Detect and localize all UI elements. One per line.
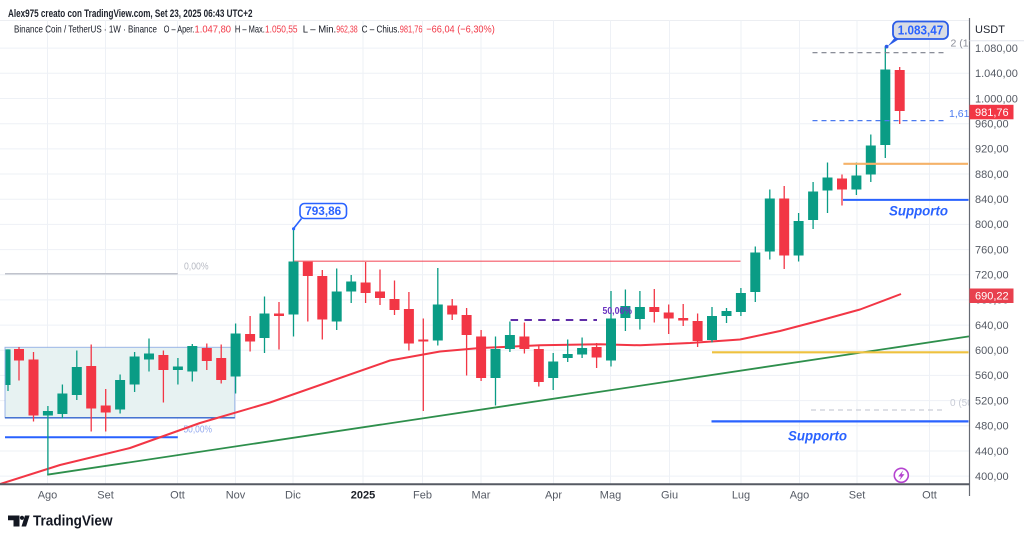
- svg-text:962,38: 962,38: [336, 24, 358, 36]
- svg-text:640,00: 640,00: [975, 320, 1009, 332]
- svg-text:760,00: 760,00: [975, 244, 1009, 256]
- svg-text:440,00: 440,00: [975, 446, 1009, 458]
- svg-text:400,00: 400,00: [975, 471, 1009, 483]
- svg-text:800,00: 800,00: [975, 219, 1009, 231]
- svg-text:Dic: Dic: [285, 490, 301, 502]
- svg-text:1.050,55: 1.050,55: [265, 24, 298, 36]
- svg-text:Apr: Apr: [545, 490, 562, 502]
- svg-text:2025: 2025: [351, 490, 375, 502]
- svg-text:50,00%: 50,00%: [184, 424, 213, 435]
- svg-text:Mag: Mag: [600, 490, 621, 502]
- svg-text:960,00: 960,00: [975, 119, 1009, 131]
- svg-text:1,618: 1,618: [949, 108, 975, 120]
- svg-text:Lug: Lug: [732, 490, 750, 502]
- svg-text:Feb: Feb: [413, 490, 432, 502]
- svg-text:840,00: 840,00: [975, 194, 1009, 206]
- svg-text:Mar: Mar: [472, 490, 491, 502]
- svg-text:793,86: 793,86: [305, 204, 341, 218]
- svg-text:TradingView: TradingView: [33, 513, 113, 530]
- svg-text:H – Max.: H – Max.: [235, 24, 265, 36]
- svg-text:Set: Set: [849, 490, 866, 502]
- svg-text:−66,04 (−6,30%): −66,04 (−6,30%): [426, 24, 495, 36]
- svg-text:600,00: 600,00: [975, 345, 1009, 357]
- svg-text:Giu: Giu: [661, 490, 678, 502]
- svg-text:0 (50: 0 (50: [950, 398, 973, 409]
- svg-text:0,00%: 0,00%: [184, 261, 209, 272]
- svg-text:1.083,47: 1.083,47: [898, 24, 944, 38]
- svg-text:Ott: Ott: [922, 490, 937, 502]
- svg-text:720,00: 720,00: [975, 270, 1009, 282]
- svg-text:50,00%: 50,00%: [603, 305, 633, 317]
- svg-text:1.047,80: 1.047,80: [195, 24, 232, 36]
- svg-text:L – Min.: L – Min.: [303, 24, 337, 36]
- svg-text:USDT: USDT: [975, 24, 1005, 36]
- svg-text:Alex975 creato con TradingView: Alex975 creato con TradingView.com, Set …: [8, 8, 252, 20]
- svg-text:1.080,00: 1.080,00: [975, 43, 1018, 55]
- svg-text:920,00: 920,00: [975, 144, 1009, 156]
- svg-text:981,76: 981,76: [400, 24, 423, 36]
- svg-text:Supporto: Supporto: [889, 203, 948, 218]
- svg-text:1.000,00: 1.000,00: [975, 93, 1018, 105]
- svg-text:690,22: 690,22: [975, 291, 1009, 303]
- svg-text:981,76: 981,76: [975, 107, 1009, 119]
- svg-text:O – Aper.: O – Aper.: [164, 24, 195, 36]
- svg-text:Supporto: Supporto: [788, 429, 847, 444]
- svg-text:520,00: 520,00: [975, 395, 1009, 407]
- svg-text:560,00: 560,00: [975, 370, 1009, 382]
- svg-text:Set: Set: [97, 490, 114, 502]
- svg-text:Binance Coin / TetherUS · 1W ·: Binance Coin / TetherUS · 1W · Binance: [14, 24, 157, 36]
- svg-text:1.040,00: 1.040,00: [975, 68, 1018, 80]
- svg-text:Nov: Nov: [226, 490, 246, 502]
- svg-text:480,00: 480,00: [975, 421, 1009, 433]
- svg-text:Ott: Ott: [170, 490, 185, 502]
- svg-text:C – Chius.: C – Chius.: [362, 24, 400, 36]
- svg-text:Ago: Ago: [38, 490, 58, 502]
- svg-text:Ago: Ago: [790, 490, 810, 502]
- svg-text:880,00: 880,00: [975, 169, 1009, 181]
